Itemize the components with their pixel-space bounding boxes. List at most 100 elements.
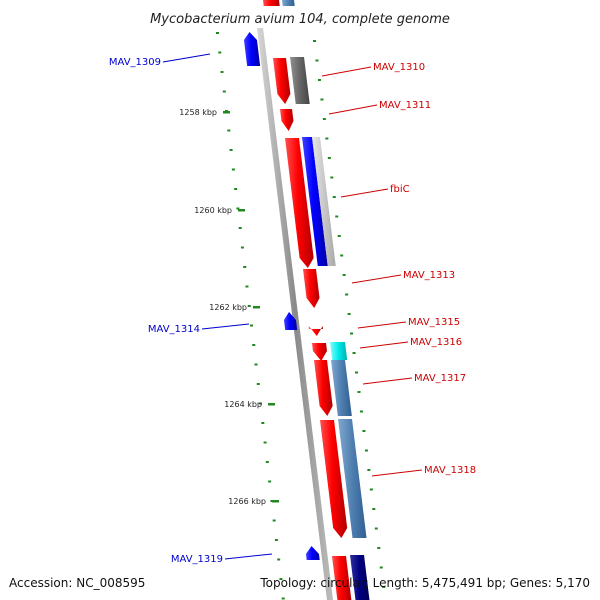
gene-leader-mav-1316 — [359, 341, 409, 349]
gene-feature-mav-1319 — [305, 546, 320, 560]
gene-leader-mav-1319 — [224, 553, 273, 560]
major-tick — [238, 209, 245, 212]
minor-tick — [236, 207, 240, 210]
minor-tick — [216, 32, 219, 34]
minor-tick — [362, 430, 366, 432]
accession-text: Accession: NC_008595 — [9, 576, 145, 590]
minor-tick — [245, 285, 249, 288]
minor-tick — [252, 344, 256, 346]
gene-feature-fbic — [285, 138, 314, 268]
tick-label: 1264 kbp — [224, 400, 262, 409]
minor-tick — [342, 274, 346, 276]
genome-backbone — [257, 28, 333, 600]
gene-leader-mav-1311 — [328, 104, 378, 115]
minor-tick — [327, 157, 331, 159]
minor-tick — [249, 324, 253, 327]
gene-leader-mav-1309 — [162, 53, 211, 63]
gene-labels: MAV_1309 MAV_1310 MAV_1311 fbiC MAV_1313 MAV_… — [109, 53, 476, 565]
major-ticks: 1258 kbp 1260 kbp 1262 kbp 1264 kbp 1266 kbp — [179, 108, 279, 506]
minor-tick — [229, 149, 233, 151]
minor-tick — [315, 59, 319, 62]
gene-feature-mav-1316 — [312, 343, 327, 361]
minor-tick — [218, 51, 222, 54]
gene-feature-mav-1315 — [308, 326, 323, 336]
gene-feature-mav-1310 — [273, 58, 291, 104]
gene-label-mav-1318: MAV_1318 — [424, 465, 476, 476]
minor-tick — [238, 227, 242, 229]
minor-tick — [234, 188, 238, 190]
minor-tick — [256, 383, 260, 385]
map-title: Mycobacterium avium 104, complete genome — [150, 12, 450, 27]
gene-feature-top — [282, 0, 295, 6]
minor-tick — [332, 196, 336, 198]
minor-tick — [379, 566, 383, 569]
gene-feature-bottom — [332, 556, 352, 600]
gene-feature-fbic-c — [312, 137, 336, 266]
gene-leader-mav-1318 — [371, 469, 423, 477]
minor-tick — [268, 480, 272, 483]
gene-label-fbic: fbiC — [390, 184, 410, 195]
minor-tick — [279, 578, 283, 580]
gene-leader-fbic — [340, 188, 389, 198]
minor-tick — [337, 235, 341, 237]
gene-label-mav-1315: MAV_1315 — [408, 317, 460, 328]
gene-leader-mav-1315 — [357, 321, 407, 329]
tick-label: 1262 kbp — [209, 303, 247, 312]
tick-label: 1266 kbp — [228, 497, 266, 506]
minor-tick — [352, 352, 356, 354]
gene-feature-fbic-b — [302, 137, 328, 266]
gene-features — [243, 0, 370, 600]
minor-tick — [220, 71, 224, 73]
minor-tick — [270, 500, 274, 502]
minor-tick — [227, 129, 231, 132]
gene-feature-mav-1314 — [283, 312, 298, 330]
gene-label-mav-1311: MAV_1311 — [379, 100, 431, 111]
minor-tick — [357, 391, 361, 393]
minor-tick — [374, 527, 378, 530]
major-tick — [272, 500, 279, 503]
gene-label-mav-1319: MAV_1319 — [171, 554, 223, 565]
gene-feature-bottom-b — [350, 555, 370, 600]
minor-tick — [320, 98, 324, 101]
minor-tick — [263, 441, 267, 444]
minor-tick — [231, 168, 235, 171]
gene-feature-mav-1317 — [314, 360, 333, 416]
gene-feature-mav-1317-b — [331, 360, 352, 416]
minor-tick — [243, 266, 247, 268]
gene-feature-mav-1316-b — [330, 342, 348, 360]
gene-feature-mav-1310-b — [290, 57, 310, 104]
minor-tick — [359, 410, 363, 413]
minor-tick — [261, 422, 265, 424]
gene-feature-mav-1313 — [303, 269, 320, 308]
minor-tick — [247, 305, 251, 307]
minor-tick — [272, 519, 276, 522]
minor-tick — [259, 402, 263, 405]
gene-leader-mav-1314 — [201, 323, 250, 330]
gene-leader-mav-1313 — [351, 274, 402, 284]
minor-tick — [364, 449, 368, 452]
minor-tick — [372, 508, 376, 510]
gene-label-mav-1313: MAV_1313 — [403, 270, 455, 281]
major-tick — [268, 403, 275, 406]
tick-label: 1260 kbp — [194, 206, 232, 215]
gene-feature-mav-1309 — [243, 32, 261, 66]
minor-tick — [367, 469, 371, 471]
minor-tick — [377, 547, 381, 549]
minor-tick — [325, 137, 329, 140]
minor-tick — [254, 363, 258, 366]
gene-feature-mav-1318-b — [338, 419, 367, 538]
minor-tick — [355, 371, 359, 374]
minor-tick — [382, 586, 386, 588]
minor-tick — [265, 461, 269, 463]
minor-tick — [274, 539, 278, 541]
major-tick — [223, 111, 230, 114]
minor-tick — [277, 558, 281, 561]
minor-tick — [369, 488, 373, 491]
major-tick — [253, 306, 260, 309]
minor-tick — [340, 254, 344, 257]
minor-tick — [350, 332, 354, 335]
gene-leader-mav-1317 — [362, 377, 413, 385]
minor-tick — [240, 246, 244, 249]
tick-label: 1258 kbp — [179, 108, 217, 117]
gene-leader-mav-1310 — [321, 66, 372, 77]
